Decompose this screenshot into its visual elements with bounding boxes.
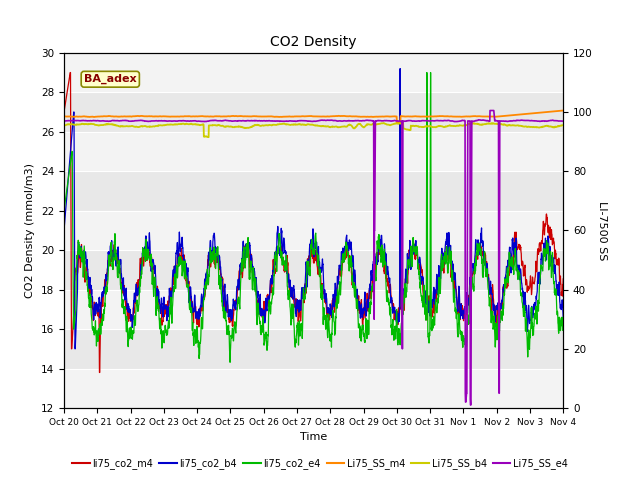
Text: BA_adex: BA_adex <box>84 74 136 84</box>
Bar <box>64 132 563 171</box>
Bar <box>64 53 563 92</box>
Legend: li75_co2_m4, li75_co2_b4, li75_co2_e4, Li75_SS_m4, Li75_SS_b4, Li75_SS_e4: li75_co2_m4, li75_co2_b4, li75_co2_e4, L… <box>68 454 572 473</box>
X-axis label: Time: Time <box>300 432 327 442</box>
Y-axis label: CO2 Density (mmol/m3): CO2 Density (mmol/m3) <box>26 163 35 298</box>
Y-axis label: LI-7500 SS: LI-7500 SS <box>596 201 607 260</box>
Bar <box>64 211 563 250</box>
Bar <box>64 289 563 329</box>
Title: CO2 Density: CO2 Density <box>270 35 357 49</box>
Bar <box>64 369 563 408</box>
